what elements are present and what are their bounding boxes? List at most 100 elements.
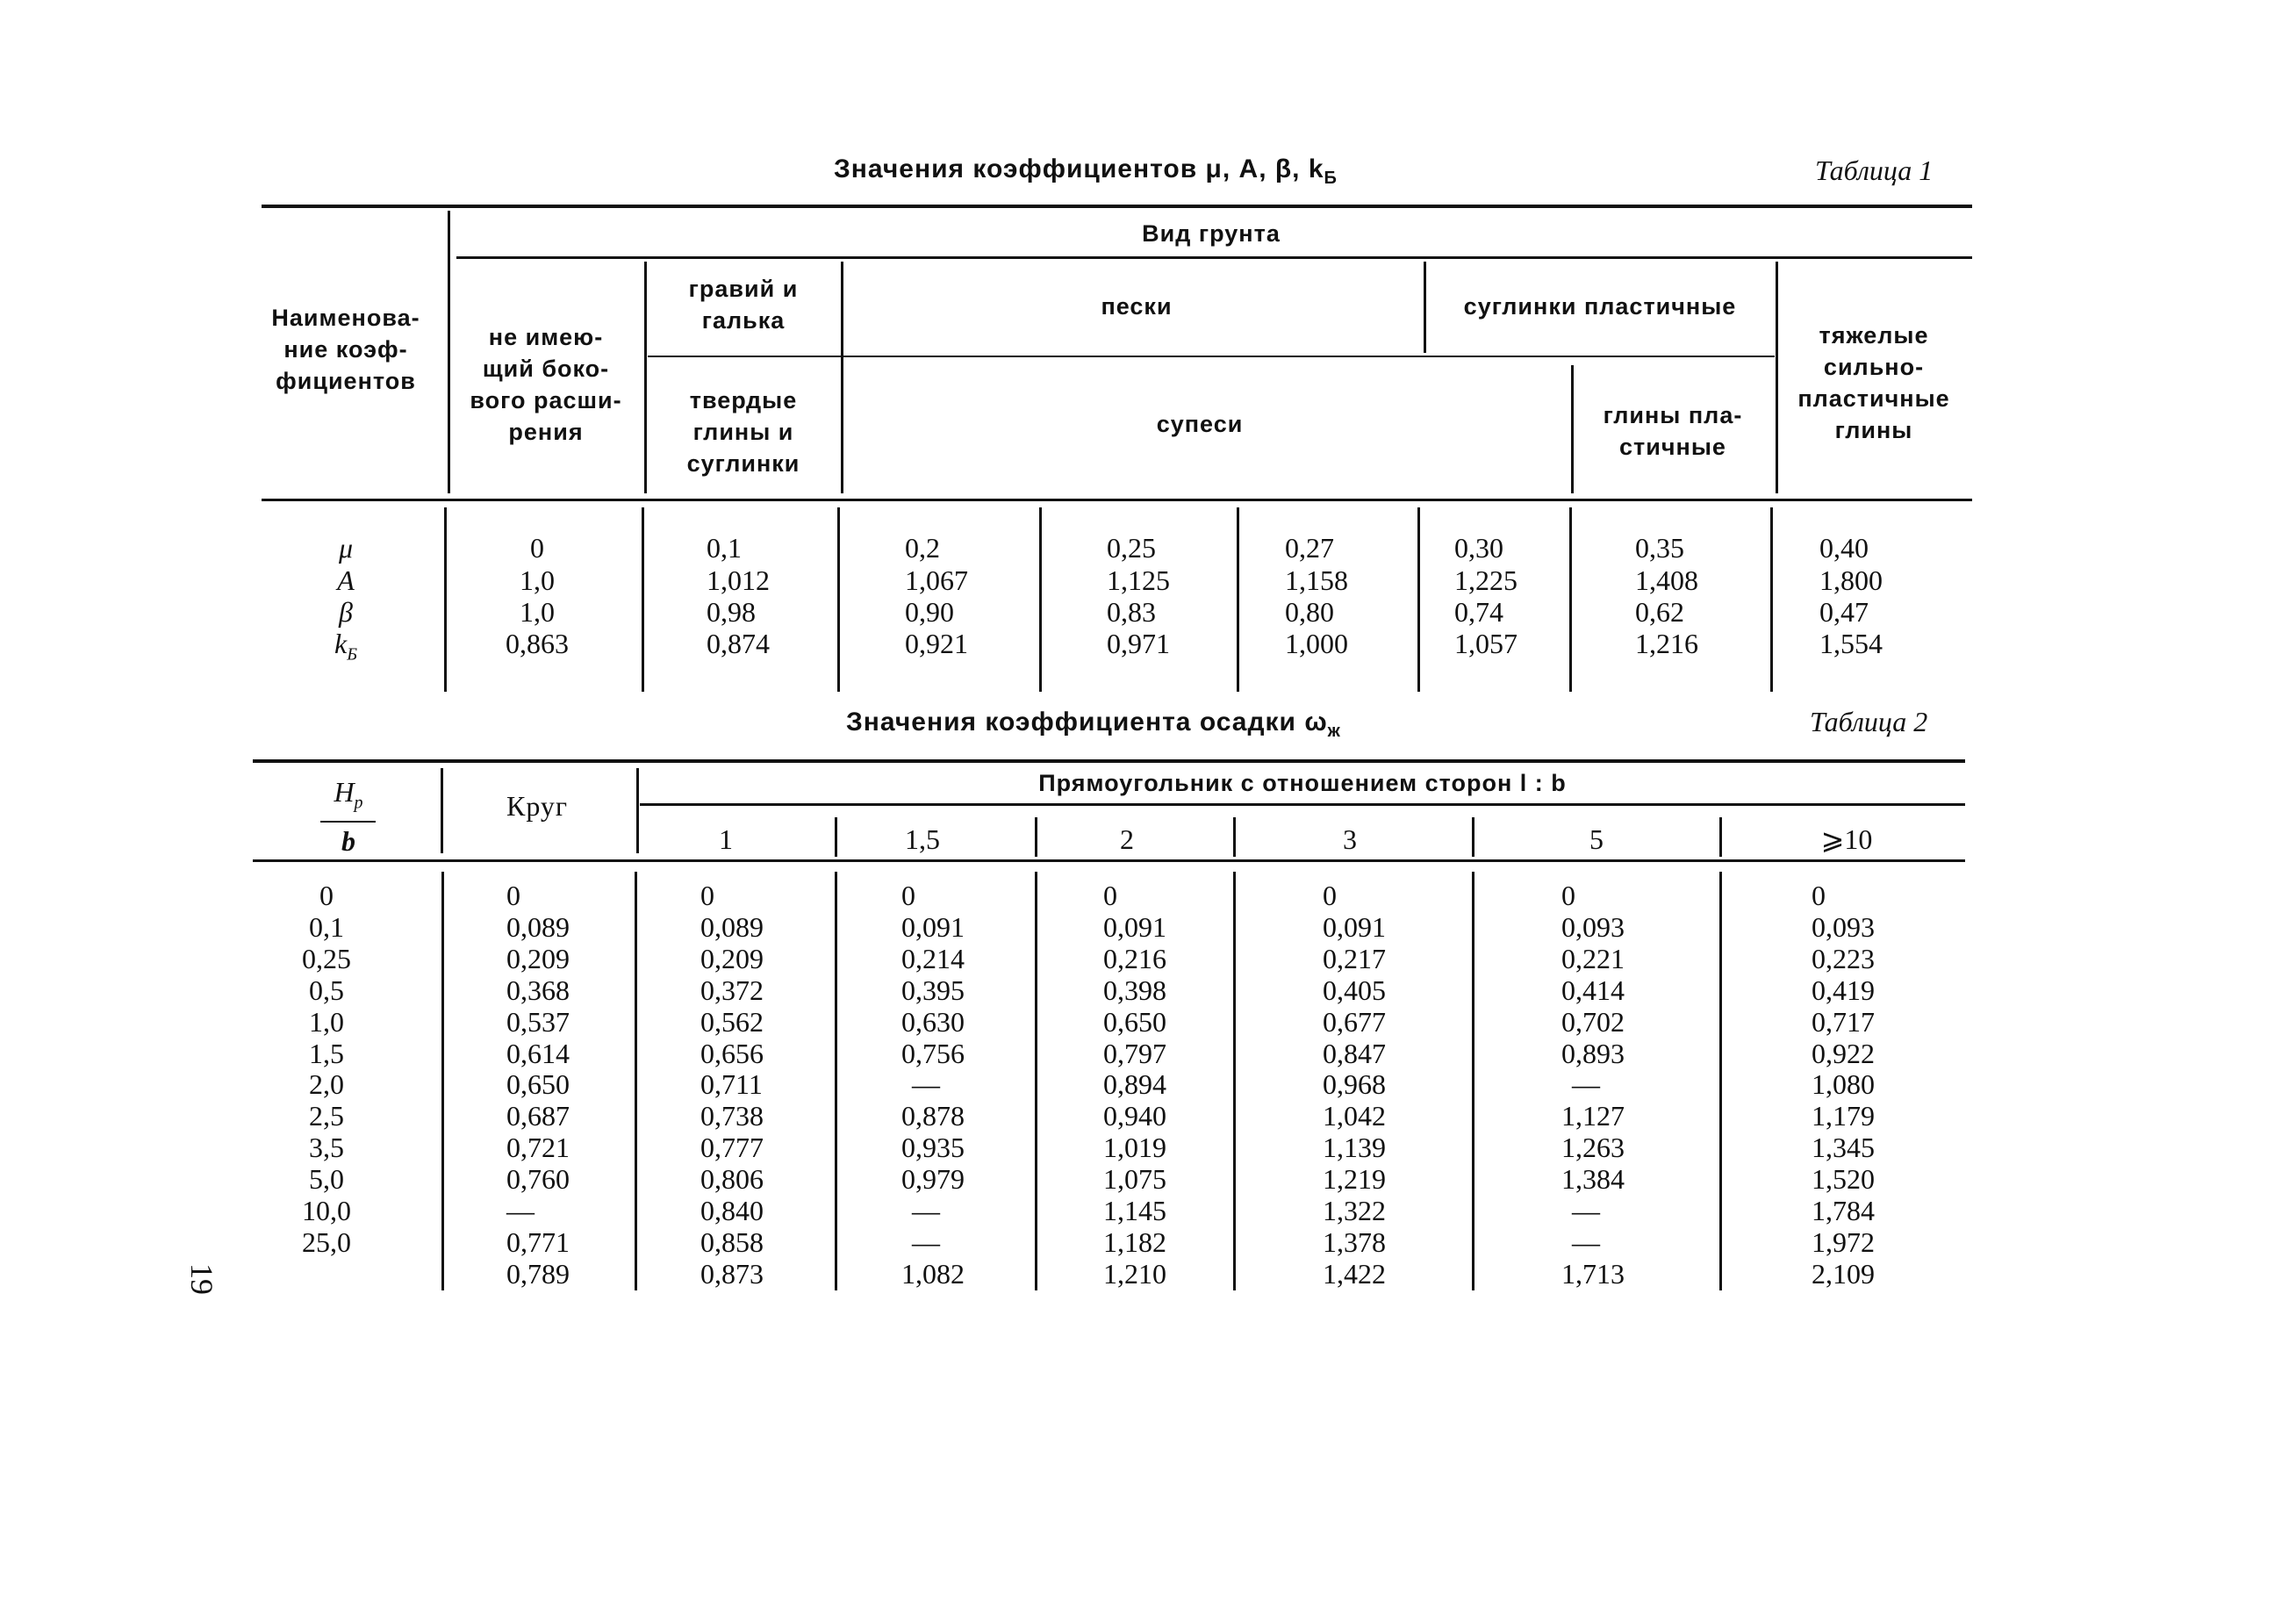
table-cell: 0,90	[905, 596, 954, 628]
table-cell: 1,216	[1635, 628, 1698, 659]
table-cell: 1,713	[1561, 1257, 1625, 1290]
table-cell: 0	[1323, 880, 1337, 911]
table-cell: 1,125	[1107, 564, 1170, 596]
divider	[1035, 872, 1037, 1290]
hp-value: 2,0	[309, 1068, 344, 1101]
table-cell: 0,395	[901, 974, 965, 1006]
table-cell: 1,057	[1454, 628, 1518, 659]
divider	[1776, 262, 1778, 493]
table-cell: 0,777	[700, 1132, 764, 1164]
divider	[444, 507, 447, 692]
header-line: вого расши-	[470, 387, 622, 413]
table-cell: 1,378	[1323, 1225, 1386, 1258]
circle-value: 0,687	[506, 1100, 570, 1132]
table1-header-rule	[262, 499, 1972, 501]
table-cell: 1,019	[1103, 1132, 1166, 1164]
no-lateral-header: не имею- щий боко- вого расши- рения	[470, 321, 621, 448]
header-line: Наименова-	[271, 305, 420, 331]
ratio-header: 2	[1120, 823, 1134, 855]
header-line: глины пла-	[1603, 402, 1743, 428]
table-cell: 0,2	[905, 532, 940, 564]
loams-plastic-header: суглинки пластичные	[1463, 293, 1737, 320]
hp-value: 1,0	[309, 1005, 344, 1038]
divider	[640, 803, 1965, 806]
divider	[1424, 262, 1426, 353]
header-line: фициентов	[276, 368, 416, 394]
table-cell: 0	[1103, 880, 1117, 911]
sands-header: пески	[1101, 293, 1173, 320]
fraction-bar	[320, 821, 376, 823]
row-label-text: k	[334, 628, 348, 659]
table-cell: 0,414	[1561, 974, 1625, 1006]
table-cell: 0,62	[1635, 596, 1684, 628]
hp-value: 5,0	[309, 1163, 344, 1196]
table-cell: —	[912, 1195, 940, 1226]
divider	[456, 256, 1972, 259]
table-cell: 0,840	[700, 1195, 764, 1226]
table-cell: 1,158	[1285, 564, 1348, 596]
table-cell: 1,322	[1323, 1195, 1386, 1226]
table2-label: Таблица 2	[1810, 706, 1928, 737]
table2-header-rule	[253, 859, 1965, 862]
table-cell: 0,25	[1107, 532, 1156, 564]
circle-value: 0,537	[506, 1005, 570, 1038]
table-cell: 1,080	[1812, 1068, 1875, 1101]
circle-value: —	[506, 1195, 535, 1226]
table-cell: 1,042	[1323, 1100, 1386, 1132]
hp-value: 0,1	[309, 910, 344, 943]
divider	[642, 507, 644, 692]
header-line: ние коэф-	[283, 336, 408, 363]
header-line: гравий и	[688, 276, 799, 302]
table-cell: 0,30	[1454, 532, 1503, 564]
table-cell: 0,74	[1454, 596, 1503, 628]
table-cell: 0,968	[1323, 1068, 1386, 1101]
divider	[441, 768, 443, 853]
table-cell: 0,40	[1819, 532, 1869, 564]
table-cell: —	[1572, 1225, 1600, 1258]
table-cell: 0,093	[1561, 910, 1625, 943]
row-label: β	[339, 596, 353, 628]
table1-title-text: Значения коэффициентов μ, A, β, k	[834, 155, 1324, 183]
table-cell: 0,209	[700, 942, 764, 974]
divider	[1417, 507, 1420, 692]
table-cell: —	[912, 1225, 940, 1258]
table-cell: 0,83	[1107, 596, 1156, 628]
table-cell: 0,630	[901, 1005, 965, 1038]
row-label-sub: Б	[347, 644, 357, 665]
table-cell: 1,000	[1285, 628, 1348, 659]
table-cell: 0,223	[1812, 942, 1875, 974]
divider	[1035, 817, 1037, 857]
divider	[636, 768, 639, 853]
table-cell: 0,922	[1812, 1037, 1875, 1069]
table-cell: 0,656	[700, 1037, 764, 1069]
circle-value: 0,650	[506, 1068, 570, 1101]
table-cell: —	[912, 1068, 940, 1101]
table-cell: 1,127	[1561, 1100, 1625, 1132]
table-cell: 1,784	[1812, 1195, 1875, 1226]
table-cell: 0,878	[901, 1100, 965, 1132]
header-line: тяжелые	[1819, 322, 1929, 349]
table-cell: 0,80	[1285, 596, 1334, 628]
header-line: глины	[1834, 417, 1913, 443]
heavy-clays-header: тяжелые сильно- пластичные глины	[1797, 320, 1949, 446]
table-cell: 0,894	[1103, 1068, 1166, 1101]
table-cell: 0	[901, 880, 915, 911]
table-cell: 0,756	[901, 1037, 965, 1069]
table2-top-rule	[253, 759, 1965, 763]
circle-value: 0,209	[506, 942, 570, 974]
hp-symbol: H	[334, 776, 355, 808]
table-cell: 0,562	[700, 1005, 764, 1038]
table-cell: 0	[530, 532, 544, 564]
divider	[635, 872, 637, 1290]
table-cell: 0,971	[1107, 628, 1170, 659]
divider	[837, 507, 840, 692]
header-line: не имею-	[488, 324, 604, 350]
ratio-header: 1	[719, 823, 733, 855]
table-cell: 0,863	[506, 628, 569, 659]
table-cell: 0,717	[1812, 1005, 1875, 1038]
table-cell: 1,520	[1812, 1163, 1875, 1196]
divider	[835, 817, 837, 857]
table-cell: 0,214	[901, 942, 965, 974]
hp-value: 3,5	[309, 1132, 344, 1164]
divider	[441, 872, 444, 1290]
